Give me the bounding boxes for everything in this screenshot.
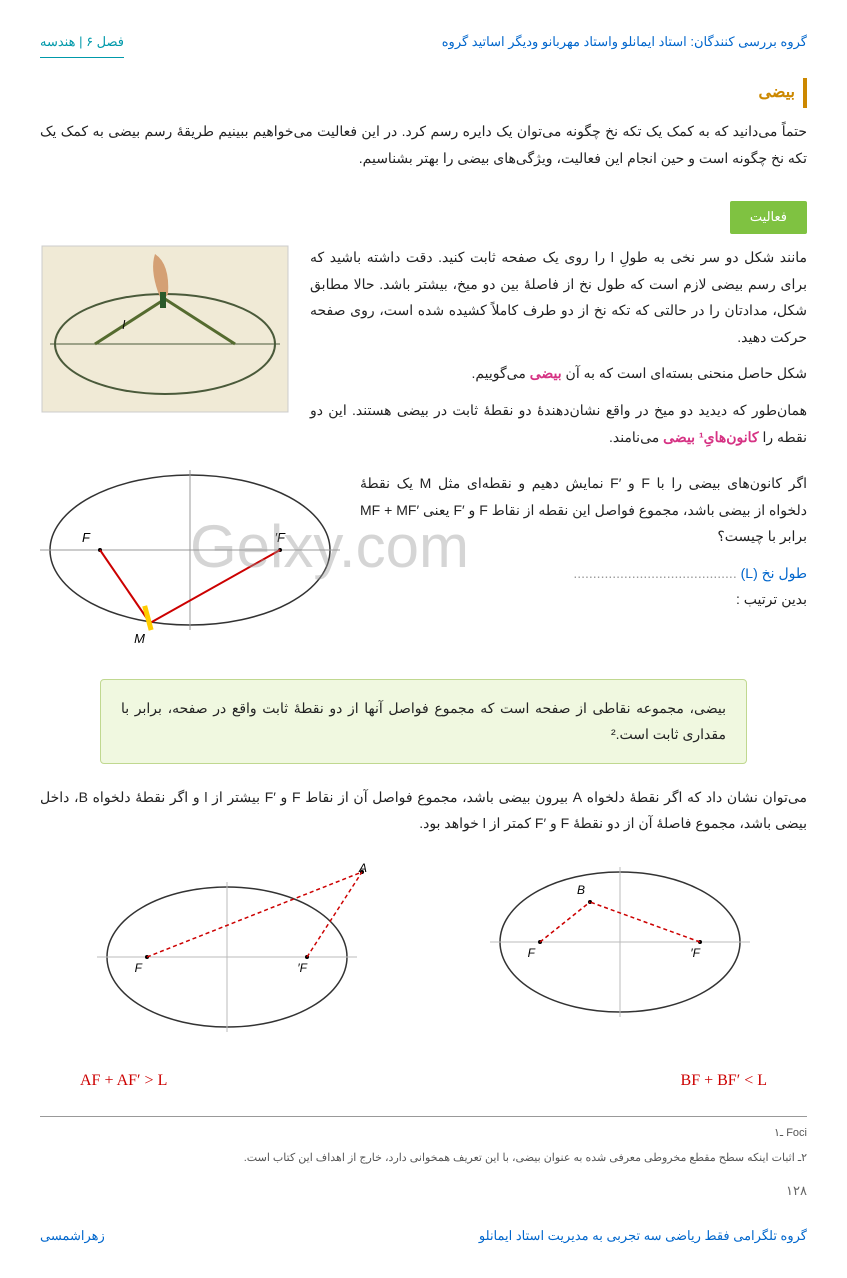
svg-text:F′: F′ xyxy=(297,961,307,975)
footer-right: گروه تلگرامی فقط ریاضی سه تجربی به مدیری… xyxy=(479,1224,807,1249)
svg-text:F′: F′ xyxy=(275,530,286,545)
page-footer: گروه تلگرامی فقط ریاضی سه تجربی به مدیری… xyxy=(40,1224,807,1249)
svg-text:F: F xyxy=(528,946,536,960)
svg-text:l: l xyxy=(122,318,125,332)
foci-term: کانون‌هایِ¹ بیضی xyxy=(663,429,758,445)
answer-line: طول نخ (L) .............................… xyxy=(360,560,807,587)
equations-row: BF + BF′ < L AF + AF′ > L xyxy=(80,1066,767,1096)
ellipse-term: بیضی xyxy=(530,365,562,381)
svg-text:A: A xyxy=(358,861,367,875)
activity-p4: اگر کانون‌های بیضی را با F و ′F نمایش ده… xyxy=(360,470,807,550)
definition-box: بیضی، مجموعه نقاطی از صفحه است که مجموع … xyxy=(100,679,747,764)
activity-block-2: اگر کانون‌های بیضی را با F و ′F نمایش ده… xyxy=(40,470,807,659)
activity-block: مانند شکل دو سر نخی به طولِ l را روی یک … xyxy=(40,244,807,460)
svg-text:B: B xyxy=(577,883,585,897)
svg-text:F′: F′ xyxy=(691,946,701,960)
footnotes: ۱ـ Foci ۲ـ اثبات اینکه سطح مقطع مخروطی م… xyxy=(40,1116,807,1169)
svg-text:F: F xyxy=(82,530,91,545)
footer-left: زهراشمسی xyxy=(40,1224,105,1249)
footnote-2: ۲ـ اثبات اینکه سطح مقطع مخروطی معرفی شده… xyxy=(40,1148,807,1169)
reviewers-text: گروه بررسی کنندگان: استاد ایمانلو واستاد… xyxy=(442,30,807,58)
theorem-text: می‌توان نشان داد که اگر نقطهٔ دلخواه A ب… xyxy=(40,784,807,837)
svg-text:M: M xyxy=(134,631,145,646)
activity-p1: مانند شکل دو سر نخی به طولِ l را روی یک … xyxy=(310,244,807,350)
ellipse-m-svg: F F′ M xyxy=(40,470,340,650)
activity-p2: شکل حاصل منحنی بسته‌ای است که به آن بیضی… xyxy=(310,360,807,387)
ellipse-M-figure: F F′ M xyxy=(40,470,340,659)
activity-text: مانند شکل دو سر نخی به طولِ l را روی یک … xyxy=(310,244,807,460)
activity-p5: بدین ترتیب : xyxy=(360,586,807,613)
eq-right: AF + AF′ > L xyxy=(80,1066,167,1096)
activity-text-2: اگر کانون‌های بیضی را با F و ′F نمایش ده… xyxy=(360,470,807,623)
hand-ellipse-svg: l xyxy=(40,244,290,414)
chapter-label: فصل ۶ | هندسه xyxy=(40,30,124,58)
bottom-diagrams: F F′ B F F′ A xyxy=(40,857,807,1046)
hand-drawing-figure: l xyxy=(40,244,290,423)
page-header: گروه بررسی کنندگان: استاد ایمانلو واستاد… xyxy=(40,30,807,58)
footnote-1: ۱ـ Foci xyxy=(40,1123,807,1144)
section-title: بیضی xyxy=(40,78,807,108)
activity-p3: همان‌طور که دیدید دو میخ در واقع نشان‌ده… xyxy=(310,397,807,450)
activity-badge: فعالیت xyxy=(730,201,807,234)
intro-paragraph: حتماً می‌دانید که به کمک یک تکه نخ چگونه… xyxy=(40,118,807,171)
ellipse-inside-figure: F F′ B xyxy=(480,857,760,1046)
page-number: ۱۲۸ xyxy=(40,1179,807,1204)
eq-left: BF + BF′ < L xyxy=(681,1066,767,1096)
svg-text:F: F xyxy=(134,961,142,975)
ellipse-outside-figure: F F′ A xyxy=(87,857,387,1046)
